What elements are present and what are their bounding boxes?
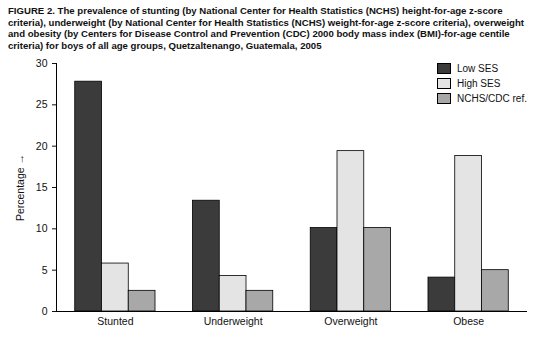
svg-text:15: 15	[36, 181, 48, 193]
html-text:NCHS/CDC ref.: NCHS/CDC ref.	[457, 93, 527, 104]
html-text:High SES: High SES	[457, 78, 501, 89]
svg-text:25: 25	[36, 98, 48, 110]
svg-text:Obese: Obese	[453, 315, 484, 327]
html-text:Low SES: Low SES	[457, 63, 499, 74]
svg-text:20: 20	[36, 140, 48, 152]
svg-text:30: 30	[36, 57, 48, 69]
svg-text:5: 5	[42, 264, 48, 276]
svg-text:Percentage →: Percentage →	[14, 154, 26, 221]
svg-text:0: 0	[42, 305, 48, 317]
html-text:FIGURE 2. The prevalence of st: FIGURE 2. The prevalence of stunting (by…	[8, 5, 524, 51]
svg-text:10: 10	[36, 222, 48, 234]
svg-text:Underweight: Underweight	[204, 315, 263, 327]
svg-text:Stunted: Stunted	[97, 315, 133, 327]
svg-text:Overweight: Overweight	[324, 315, 377, 327]
